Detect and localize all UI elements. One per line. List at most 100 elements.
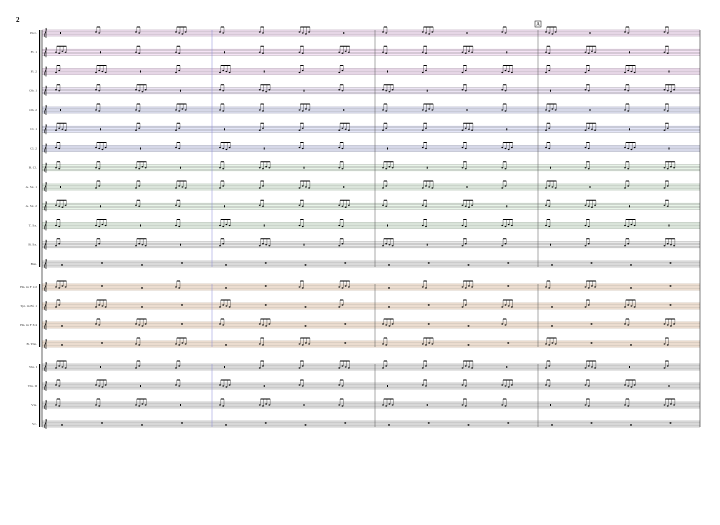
- note-head: [225, 287, 227, 289]
- note-head: [504, 324, 507, 326]
- note-head: [258, 245, 261, 247]
- beam: [136, 337, 140, 339]
- note-head: [388, 91, 391, 93]
- note-head: [391, 167, 394, 169]
- note-head: [468, 128, 470, 130]
- beam: [176, 26, 187, 28]
- note-head: [301, 185, 304, 187]
- note-head: [298, 109, 301, 111]
- beam: [463, 299, 467, 301]
- note-head: [461, 286, 464, 288]
- note-head: [587, 365, 590, 367]
- beam: [423, 103, 434, 105]
- beam: [625, 180, 629, 182]
- note-head: [58, 243, 61, 245]
- note-head: [501, 245, 504, 247]
- note-head: [55, 306, 57, 308]
- note-head: [627, 185, 630, 187]
- note-head: [461, 384, 464, 386]
- note-head: [464, 52, 467, 54]
- note-head: [382, 245, 384, 247]
- beam: [546, 142, 550, 143]
- note-head: [298, 286, 301, 288]
- clef: [44, 85, 47, 96]
- instrument-label: Vln. II: [28, 384, 38, 388]
- note-head: [545, 224, 547, 227]
- note-head: [594, 51, 596, 53]
- beam: [383, 84, 394, 86]
- beam: [340, 122, 350, 124]
- note-head: [175, 384, 177, 386]
- note-head: [268, 404, 271, 406]
- note-head: [338, 367, 341, 369]
- note-head: [135, 89, 137, 91]
- rest: [466, 186, 468, 188]
- note-head: [507, 422, 510, 424]
- beam: [340, 219, 344, 220]
- note-head: [258, 51, 261, 53]
- note-head: [425, 225, 427, 228]
- beam: [586, 199, 596, 201]
- note-head: [501, 224, 504, 227]
- note-head: [262, 168, 264, 170]
- note-head: [673, 89, 675, 91]
- note-head: [55, 404, 57, 406]
- note-head: [471, 367, 473, 369]
- instrument-label: Fl. 1: [31, 50, 38, 54]
- note-head: [471, 286, 473, 288]
- note-head: [554, 343, 557, 345]
- beam: [220, 142, 231, 143]
- note-head: [510, 306, 513, 308]
- beam: [665, 26, 669, 28]
- note-head: [590, 323, 593, 325]
- note-head: [388, 325, 391, 327]
- note-head: [551, 264, 553, 266]
- note-head: [58, 127, 61, 129]
- note-head: [341, 365, 344, 367]
- beam: [136, 122, 140, 124]
- note-head: [548, 147, 551, 150]
- note-head: [308, 109, 310, 111]
- note-head: [298, 367, 301, 369]
- note-head: [666, 90, 669, 92]
- note-head: [501, 146, 504, 149]
- clef: [44, 181, 47, 192]
- note-head: [135, 167, 137, 169]
- note-head: [388, 264, 390, 266]
- note-head: [388, 244, 391, 246]
- note-head: [268, 323, 271, 325]
- note-head: [507, 148, 510, 151]
- note-head: [587, 287, 590, 289]
- note-head: [666, 185, 669, 187]
- note-head: [264, 262, 267, 264]
- note-head: [630, 223, 633, 226]
- note-head: [258, 109, 261, 111]
- note-head: [301, 344, 304, 346]
- note-head: [464, 205, 467, 207]
- note-head: [55, 71, 57, 74]
- note-head: [58, 90, 61, 92]
- note-head: [624, 245, 626, 247]
- beam: [586, 122, 596, 124]
- rest: [140, 70, 141, 73]
- beam: [260, 238, 271, 240]
- note-head: [222, 243, 225, 245]
- rest: [629, 128, 630, 131]
- beam: [665, 122, 669, 124]
- note-head: [265, 91, 268, 93]
- note-head: [591, 206, 593, 208]
- note-head: [178, 365, 181, 367]
- instrument-label: B. Sx.: [28, 243, 37, 247]
- note-head: [431, 343, 434, 345]
- beam: [586, 299, 590, 301]
- beam: [383, 318, 394, 320]
- beam: [300, 337, 310, 339]
- beam: [96, 219, 107, 220]
- note-head: [298, 51, 301, 53]
- note-head: [301, 365, 304, 367]
- note-head: [175, 51, 177, 53]
- note-head: [341, 205, 344, 207]
- note-head: [663, 167, 666, 169]
- note-head: [504, 147, 507, 150]
- note-head: [141, 325, 144, 327]
